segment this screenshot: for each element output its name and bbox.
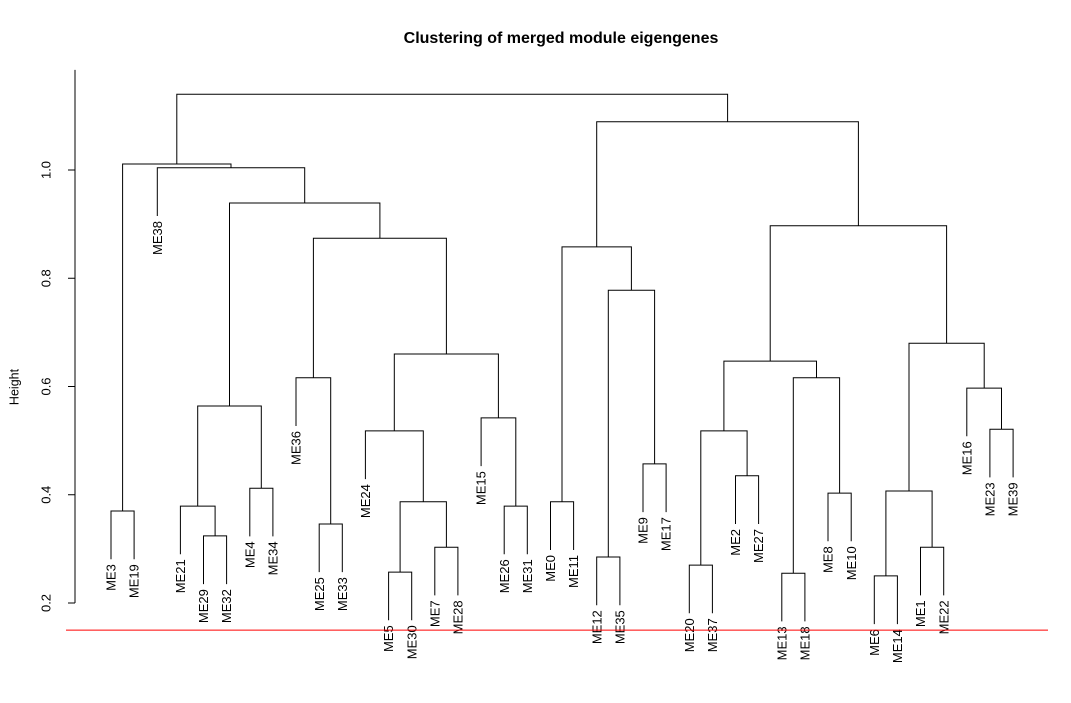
merge-link — [179, 505, 216, 555]
merge-link — [607, 289, 656, 557]
leaf-label: ME18 — [797, 626, 812, 660]
merge-link — [318, 523, 343, 573]
merge-link — [885, 490, 933, 576]
merge-link — [249, 487, 274, 537]
leaf-label: ME23 — [982, 482, 997, 516]
leaf-label: ME13 — [774, 626, 789, 660]
y-tick-label: 0.6 — [39, 377, 54, 395]
merge-link — [827, 492, 852, 542]
merge-link — [203, 535, 228, 585]
leaf-label: ME25 — [312, 577, 327, 611]
leaf-label: ME35 — [612, 610, 627, 644]
merge-link — [989, 428, 1014, 478]
merge-link — [642, 463, 667, 513]
leaf-label: ME33 — [335, 577, 350, 611]
leaf-label: ME20 — [682, 618, 697, 652]
merge-link — [156, 167, 306, 216]
leaf-label: ME32 — [219, 589, 234, 623]
leaf-label: ME4 — [242, 541, 257, 568]
leaf-label: ME38 — [150, 221, 165, 255]
merge-link — [873, 575, 898, 625]
leaf-label: ME17 — [659, 517, 674, 551]
leaf-label: ME0 — [543, 555, 558, 582]
merge-link — [122, 163, 232, 511]
merge-link — [312, 237, 447, 378]
leaf-label: ME10 — [844, 546, 859, 580]
merge-link — [364, 430, 424, 502]
y-axis-title: Height — [7, 368, 21, 405]
leaf-label: ME27 — [751, 529, 766, 563]
leaf-label: ME5 — [381, 625, 396, 652]
leaf-label: ME28 — [450, 600, 465, 634]
merge-link — [110, 510, 135, 560]
leaf-label: ME16 — [959, 441, 974, 475]
leaf-label: ME14 — [890, 629, 905, 663]
merge-link — [769, 225, 948, 362]
merge-link — [792, 377, 841, 574]
y-tick-label: 0.2 — [39, 594, 54, 612]
merge-link — [229, 202, 381, 406]
merge-link — [735, 475, 760, 524]
merge-link — [596, 121, 859, 247]
leaf-labels: ME3 ME19 ME38 ME21 ME29 ME32 ME4 ME34 ME36 ME25 ME… — [104, 221, 1021, 663]
leaf-label: ME19 — [127, 564, 142, 598]
y-tick-label: 1.0 — [39, 161, 54, 179]
leaf-label: ME8 — [821, 546, 836, 573]
leaf-label: ME36 — [289, 431, 304, 465]
leaf-label: ME30 — [404, 625, 419, 659]
leaf-label: ME11 — [566, 555, 581, 588]
leaf-label: ME24 — [358, 484, 373, 518]
y-tick-label: 0.8 — [39, 269, 54, 287]
leaf-label: ME26 — [497, 559, 512, 593]
merge-link — [176, 93, 729, 164]
merge-link — [503, 505, 528, 555]
leaf-label: ME22 — [936, 600, 951, 634]
merge-link — [550, 501, 575, 550]
merge-link — [393, 353, 499, 431]
y-axis: 0.2 0.4 0.6 0.8 1.0 — [39, 69, 76, 612]
leaf-label: ME15 — [474, 471, 489, 505]
y-tick-label: 0.4 — [39, 486, 54, 504]
leaf-label: ME7 — [427, 600, 442, 627]
merge-link — [561, 246, 632, 502]
leaf-label: ME39 — [1006, 482, 1021, 516]
leaf-label: ME29 — [196, 589, 211, 623]
leaf-label: ME12 — [589, 610, 604, 644]
merge-link — [920, 546, 945, 596]
merge-link — [388, 571, 413, 621]
leaf-label: ME1 — [913, 600, 928, 627]
leaf-label: ME31 — [520, 559, 535, 593]
merge-link — [596, 556, 621, 606]
leaf-label: ME6 — [867, 629, 882, 656]
merge-link — [399, 501, 447, 573]
leaf-label: ME34 — [265, 541, 280, 575]
merge-link — [723, 360, 817, 431]
leaf-label: ME21 — [173, 559, 188, 593]
chart-title: Clustering of merged module eigengenes — [404, 30, 719, 47]
leaf-label: ME2 — [728, 529, 743, 556]
dendrogram-links — [110, 93, 1014, 625]
merge-link — [197, 405, 262, 507]
leaf-label: ME9 — [636, 517, 651, 544]
merge-link — [688, 564, 713, 614]
merge-link — [434, 546, 459, 596]
leaf-label: ME37 — [705, 618, 720, 652]
merge-link — [781, 572, 806, 622]
leaf-label: ME3 — [104, 564, 119, 591]
